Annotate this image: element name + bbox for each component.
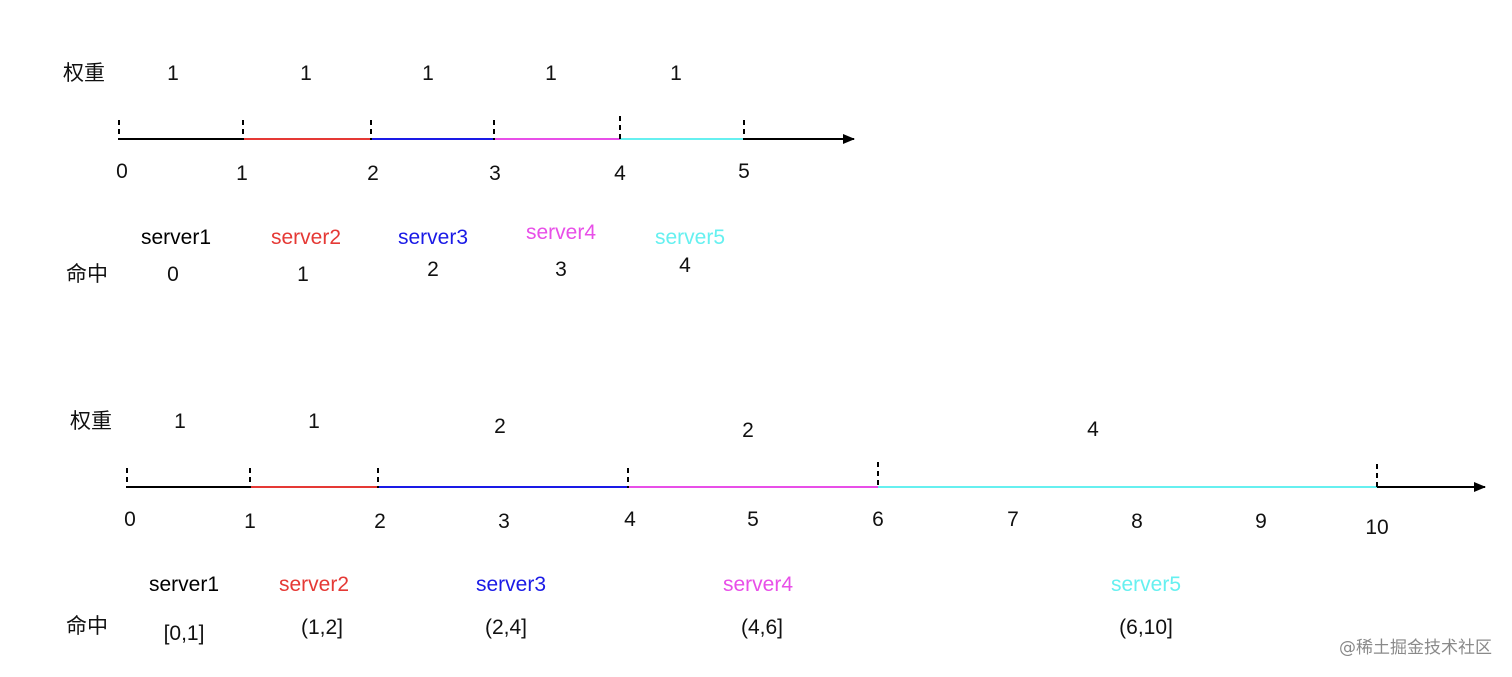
hit-value: 0 [167,263,179,286]
server-label: server5 [655,226,725,249]
tick-label: 7 [1007,508,1019,531]
diagram-equal-weights: 权重 命中 1 1 1 1 1 0 1 2 3 4 5 server1 serv… [63,61,855,286]
server-label: server1 [149,573,219,596]
tick-label: 4 [624,508,636,531]
weight-value: 1 [167,62,179,85]
hit-range: (4,6] [741,616,783,639]
tick-label: 3 [498,510,510,533]
server-label: server2 [279,573,349,596]
hit-value: 3 [555,258,567,281]
tick-label: 2 [367,162,379,185]
hit-range: (6,10] [1119,616,1173,639]
server-label: server3 [476,573,546,596]
weight-value: 1 [308,410,320,433]
server-label: server5 [1111,573,1181,596]
hit-value: 4 [679,254,691,277]
watermark: @稀土掘金技术社区 [1339,638,1492,658]
tick-label: 0 [116,160,128,183]
tick-label: 5 [747,508,759,531]
hit-range: (1,2] [301,616,343,639]
hit-value: 1 [297,263,309,286]
hit-label: 命中 [66,262,108,286]
tick-label: 1 [244,510,256,533]
server-label: server4 [723,573,793,596]
weight-value: 1 [422,62,434,85]
tick-label: 3 [489,162,501,185]
tick-label: 9 [1255,510,1267,533]
tick-label: 4 [614,162,626,185]
tick-label: 5 [738,160,750,183]
server-label: server4 [526,221,596,244]
tick-label: 2 [374,510,386,533]
weight-value: 4 [1087,418,1099,441]
hit-range: (2,4] [485,616,527,639]
tick-label: 10 [1365,516,1388,539]
diagram-varied-weights: 权重 命中 1 1 2 2 4 0 1 2 3 4 5 6 7 8 9 10 s… [66,409,1486,645]
weight-value: 2 [742,419,754,442]
weight-value: 1 [545,62,557,85]
hit-range: [0,1] [164,622,205,645]
server-label: server1 [141,226,211,249]
hit-label: 命中 [66,614,108,638]
weight-value: 2 [494,415,506,438]
tick-label: 6 [872,508,884,531]
hit-value: 2 [427,258,439,281]
weight-value: 1 [174,410,186,433]
weight-value: 1 [300,62,312,85]
server-label: server2 [271,226,341,249]
server-label: server3 [398,226,468,249]
tick-label: 1 [236,162,248,185]
tick-label: 8 [1131,510,1143,533]
weight-value: 1 [670,62,682,85]
weight-label: 权重 [63,61,105,85]
tick-label: 0 [124,508,136,531]
weight-label: 权重 [70,409,112,433]
